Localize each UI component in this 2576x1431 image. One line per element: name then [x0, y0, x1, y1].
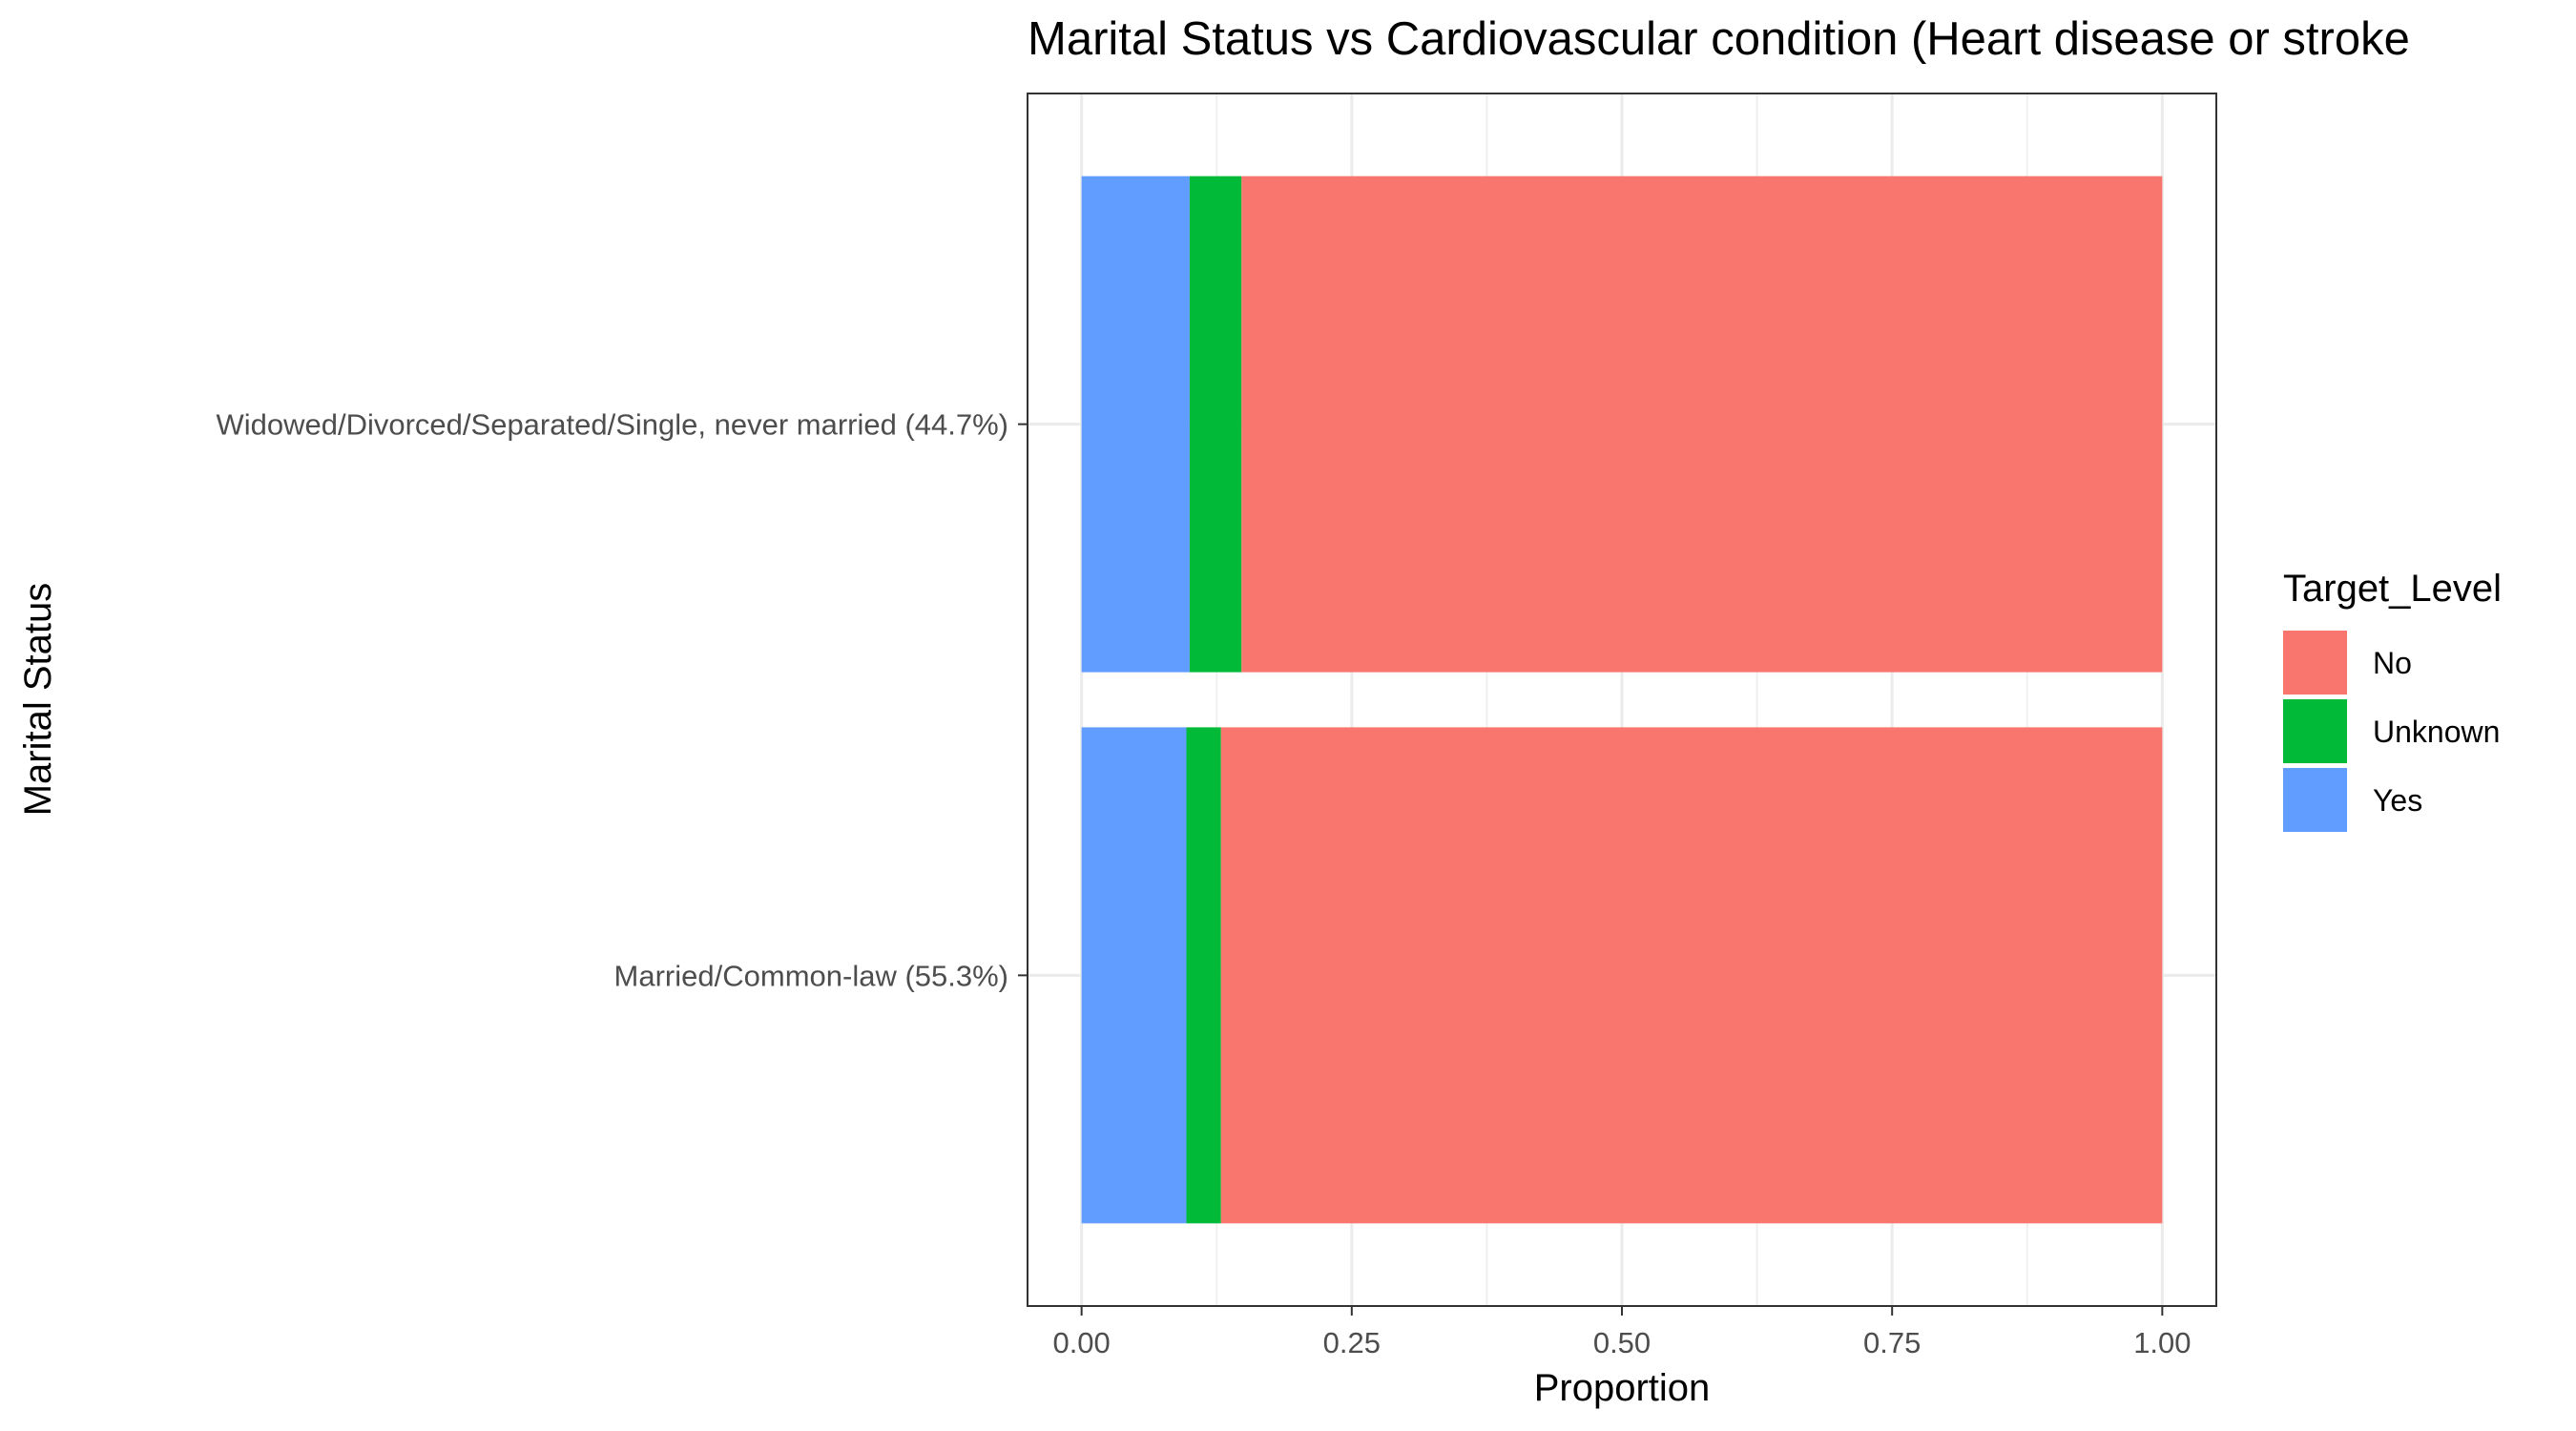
y-axis: Married/Common-law (55.3%) Widowed/Divorc…	[216, 408, 1028, 992]
legend-key-unknown	[2283, 699, 2347, 763]
legend-label: No	[2373, 646, 2412, 680]
x-tick-label: 1.00	[2133, 1326, 2191, 1359]
x-tick-label: 0.50	[1593, 1326, 1651, 1359]
bar-segment-yes	[1081, 727, 1187, 1224]
legend: Target_Level No Unknown Yes	[2283, 568, 2502, 832]
plot-panel	[1027, 93, 2217, 1307]
x-axis-title: Proportion	[1534, 1367, 1711, 1409]
legend-key-yes	[2283, 768, 2347, 832]
x-tick-label: 0.75	[1863, 1326, 1921, 1359]
bar-segment-unknown	[1186, 727, 1221, 1224]
legend-label: Yes	[2373, 783, 2422, 818]
y-tick-label: Widowed/Divorced/Separated/Single, never…	[216, 408, 1008, 442]
bar-segment-no	[1241, 176, 2163, 673]
y-axis-title: Marital Status	[17, 583, 59, 817]
legend-key-no	[2283, 631, 2347, 695]
x-tick-label: 0.25	[1323, 1326, 1381, 1359]
bar-segment-yes	[1081, 176, 1190, 673]
legend-label: Unknown	[2373, 715, 2500, 749]
x-tick-label: 0.00	[1052, 1326, 1110, 1359]
x-axis: 0.00 0.25 0.50 0.75 1.00	[1052, 1306, 2192, 1359]
y-tick-label: Married/Common-law (55.3%)	[614, 959, 1008, 992]
bar-segment-unknown	[1189, 176, 1242, 673]
bar-segment-no	[1220, 727, 2163, 1224]
bars	[1081, 176, 2163, 1224]
legend-title: Target_Level	[2283, 568, 2502, 610]
chart-title: Marital Status vs Cardiovascular conditi…	[1028, 13, 2410, 65]
